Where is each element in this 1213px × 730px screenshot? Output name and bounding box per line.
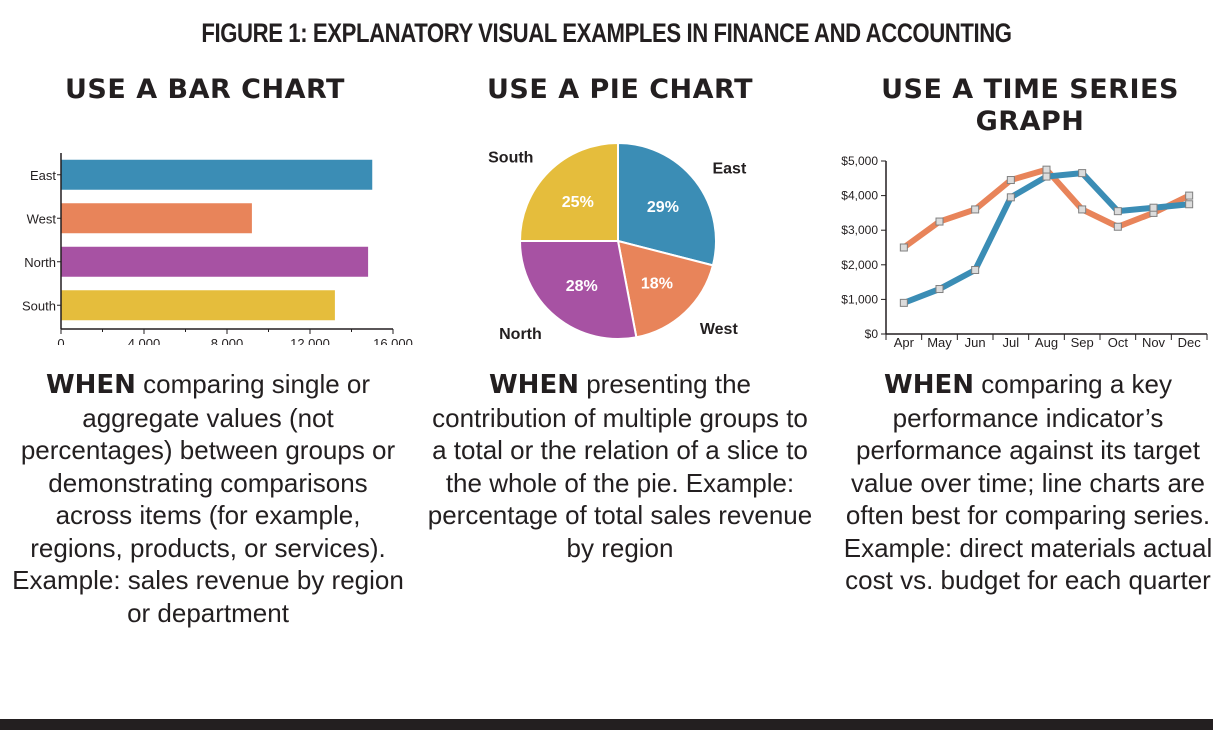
pie-chart-description: WHEN presenting the contribution of mult…	[425, 368, 815, 564]
when-label: WHEN	[884, 370, 974, 400]
bar-east	[61, 159, 373, 190]
y-tick-label: $1,000	[841, 292, 878, 306]
y-tick-label: $4,000	[841, 189, 878, 203]
slice-category-label: North	[499, 326, 542, 340]
bar-chart-title: USE A BAR CHART	[65, 74, 345, 105]
category-label: West	[27, 211, 57, 226]
slice-value-label: 18%	[641, 275, 673, 292]
x-tick-label: 4,000	[128, 336, 161, 345]
x-tick-label: 8,000	[211, 336, 244, 345]
category-label: East	[30, 168, 56, 183]
data-point	[1078, 205, 1087, 214]
x-tick-label: 12,000	[290, 336, 330, 345]
bar-chart: East West North South 0 4,000 8,000 12,000 16,00…	[22, 153, 413, 345]
data-point	[1185, 191, 1194, 200]
slice-category-label: East	[712, 161, 746, 178]
data-point	[1149, 203, 1158, 212]
data-point	[899, 298, 908, 307]
description-text: presenting the contribution of multiple …	[427, 369, 813, 563]
x-tick-label: Dec	[1178, 335, 1202, 350]
y-tick-label: $5,000	[841, 154, 878, 168]
data-point	[971, 205, 980, 214]
x-tick-label: May	[927, 335, 952, 350]
figure-title: FIGURE 1: EXPLANATORY VISUAL EXAMPLES IN…	[201, 18, 1012, 48]
bar-chart-description: WHEN comparing single or aggregate value…	[8, 368, 408, 629]
time-series-chart: $0 $1,000 $2,000 $3,000 $4,000 $5,000 Apr May Ju…	[841, 154, 1208, 350]
bar-south	[61, 290, 335, 321]
slice-value-label: 25%	[562, 194, 594, 211]
y-tick-label: $3,000	[841, 223, 878, 237]
x-tick-label: Sep	[1071, 335, 1094, 350]
pie-slice-west	[616, 239, 715, 339]
slice-category-label: South	[488, 149, 533, 166]
when-label: WHEN	[45, 370, 136, 400]
series-line-1	[900, 170, 1193, 306]
data-point	[1078, 169, 1087, 178]
data-point	[935, 217, 944, 226]
y-tick-label: $2,000	[841, 258, 878, 272]
data-point	[971, 265, 980, 274]
bar-west	[61, 203, 252, 234]
data-point	[1006, 176, 1015, 185]
category-label: South	[22, 298, 56, 313]
bar-north	[61, 246, 369, 277]
x-tick-label: Apr	[894, 335, 915, 350]
description-text: comparing single or aggregate values (no…	[12, 369, 404, 628]
data-point	[1042, 165, 1051, 174]
slice-value-label: 28%	[566, 278, 598, 295]
pie-chart-title: USE A PIE CHART	[487, 74, 753, 105]
pie-slice-north	[518, 240, 638, 340]
x-tick-label: 16,000	[373, 336, 413, 345]
x-tick-label: 0	[57, 336, 64, 345]
x-tick-label: Jul	[1003, 335, 1020, 350]
data-point	[1042, 172, 1051, 181]
data-point	[1185, 200, 1194, 209]
data-point	[935, 285, 944, 294]
data-point	[1006, 193, 1015, 202]
category-label: North	[24, 255, 56, 270]
data-point	[1113, 207, 1122, 216]
x-tick-label: Aug	[1035, 335, 1058, 350]
x-tick-label: Oct	[1108, 335, 1129, 350]
time-series-description: WHEN comparing a key performance indicat…	[843, 368, 1213, 597]
pie-slice-east	[617, 141, 717, 267]
y-tick-label: $0	[865, 327, 879, 341]
slice-value-label: 29%	[647, 199, 679, 216]
slice-category-label: West	[700, 321, 739, 338]
x-tick-label: Nov	[1142, 335, 1166, 350]
when-label: WHEN	[489, 370, 579, 400]
pie-chart: 29% East 18% West 28% North 25% South	[488, 141, 747, 340]
x-tick-label: Jun	[965, 335, 986, 350]
bottom-bar	[0, 719, 1213, 730]
data-point	[899, 243, 908, 252]
data-point	[1113, 222, 1122, 231]
pie-slice-south	[518, 141, 619, 242]
time-series-title: USE A TIME SERIES GRAPH	[881, 74, 1179, 137]
description-text: comparing a key performance indicator’s …	[843, 369, 1213, 595]
